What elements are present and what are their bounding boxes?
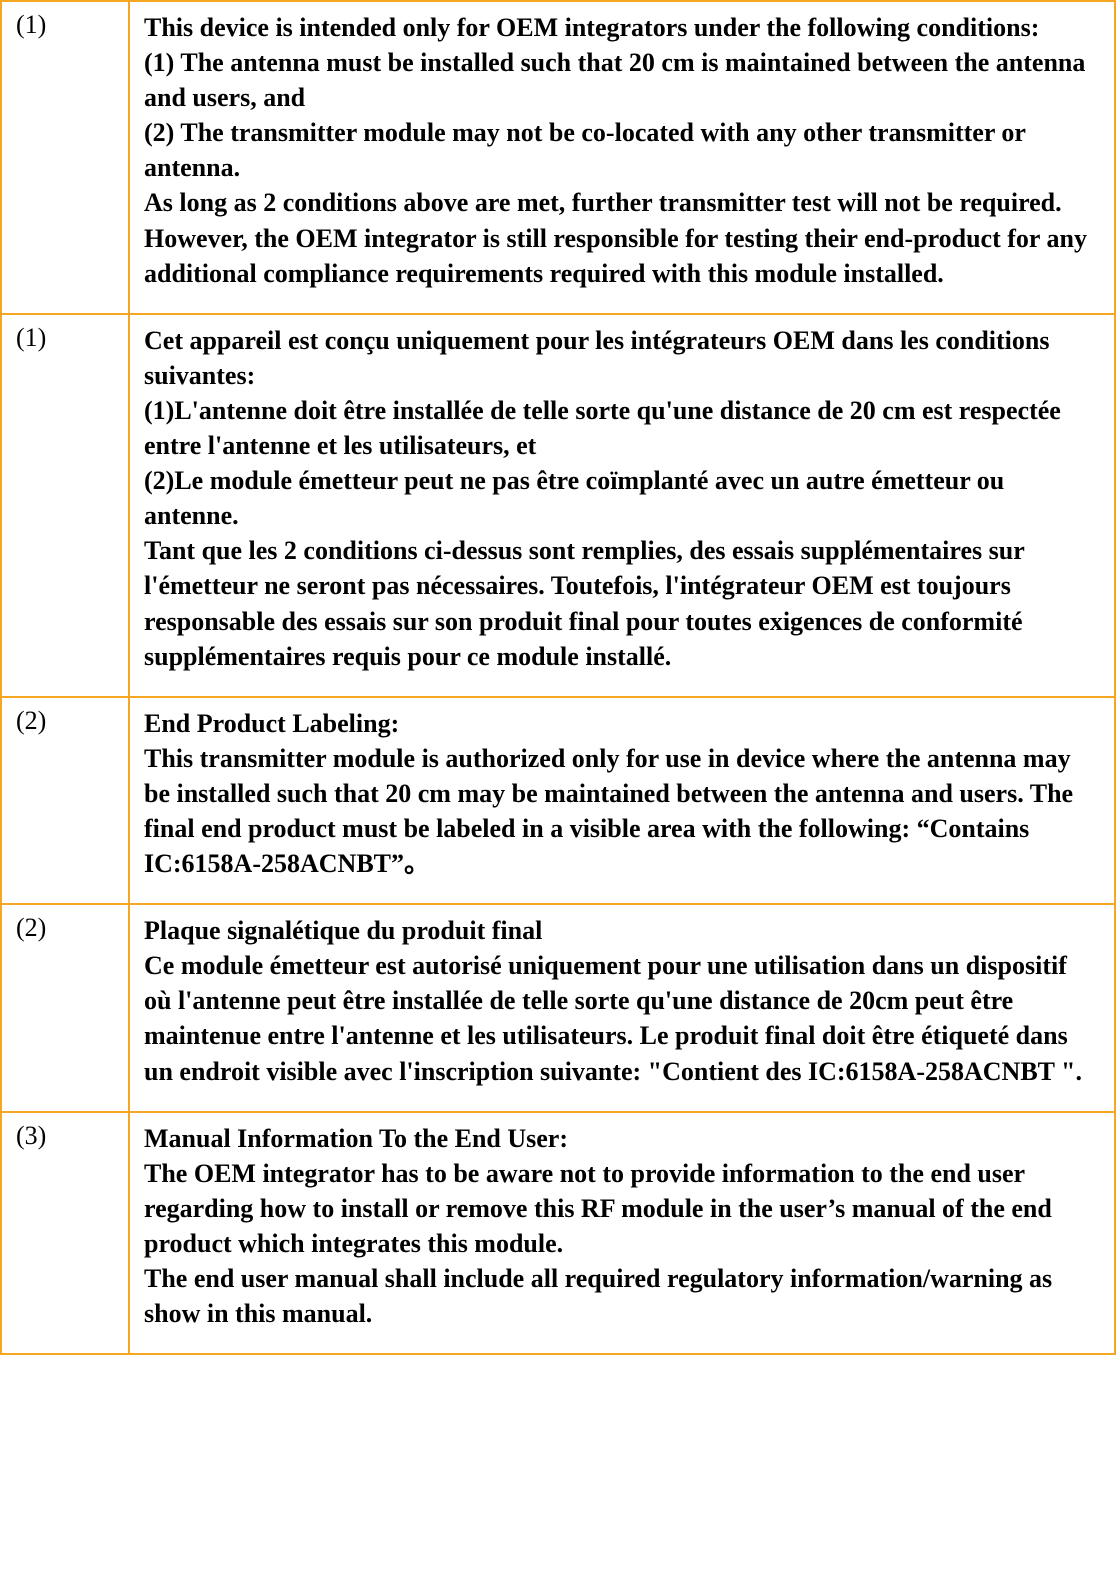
row-body: End Product Labeling:This transmitter mo…	[129, 697, 1115, 904]
row-number: (1)	[1, 314, 129, 697]
row-number: (2)	[1, 697, 129, 904]
row-number: (3)	[1, 1112, 129, 1355]
table-row: (2)Plaque signalétique du produit finalC…	[1, 904, 1115, 1111]
row-body: This device is intended only for OEM int…	[129, 1, 1115, 314]
table-row: (2)End Product Labeling:This transmitter…	[1, 697, 1115, 904]
table-row: (1)This device is intended only for OEM …	[1, 1, 1115, 314]
row-number: (1)	[1, 1, 129, 314]
row-body: Cet appareil est conçu uniquement pour l…	[129, 314, 1115, 697]
row-body: Manual Information To the End User:The O…	[129, 1112, 1115, 1355]
regulatory-table: (1)This device is intended only for OEM …	[0, 0, 1116, 1355]
row-body: Plaque signalétique du produit finalCe m…	[129, 904, 1115, 1111]
table-row: (1)Cet appareil est conçu uniquement pou…	[1, 314, 1115, 697]
table-row: (3)Manual Information To the End User:Th…	[1, 1112, 1115, 1355]
regulatory-table-body: (1)This device is intended only for OEM …	[1, 1, 1115, 1354]
row-number: (2)	[1, 904, 129, 1111]
